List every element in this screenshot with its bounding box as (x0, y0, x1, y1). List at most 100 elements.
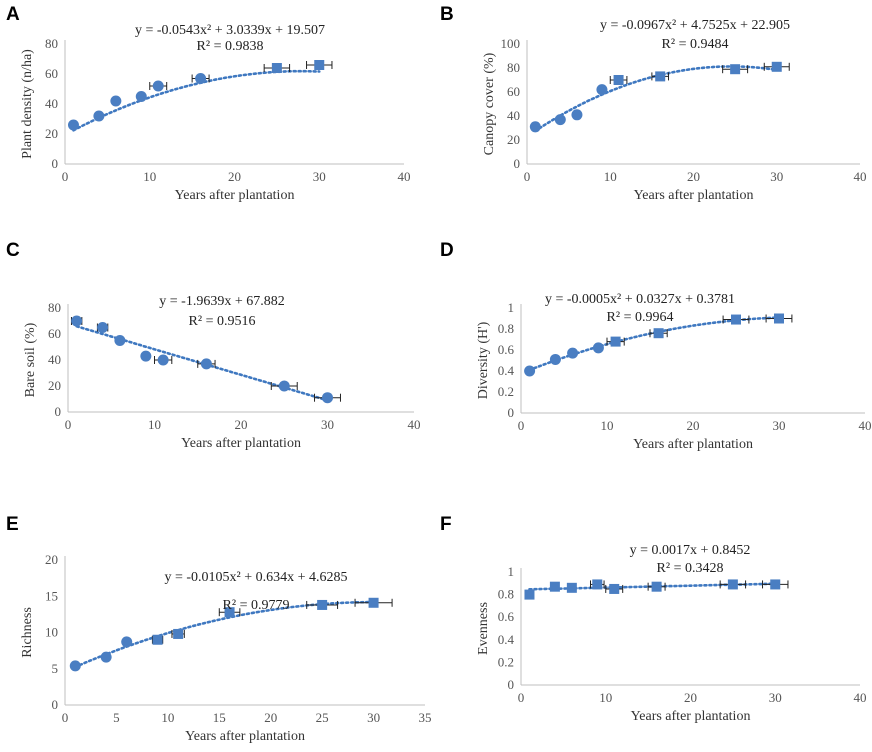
x-tick-label: 30 (769, 690, 782, 705)
x-tick-label: 5 (113, 710, 120, 725)
data-point (774, 313, 784, 324)
data-point (592, 342, 604, 354)
data-point (121, 636, 133, 648)
x-axis-title: Years after plantation (185, 729, 305, 744)
data-point (195, 73, 207, 84)
r-squared-label: R² = 0.9484 (662, 37, 729, 52)
data-point (651, 581, 662, 592)
y-tick-label: 20 (48, 378, 61, 393)
x-tick-label: 20 (264, 710, 277, 725)
data-point (524, 589, 535, 600)
data-point (613, 75, 624, 85)
x-tick-label: 10 (601, 418, 614, 433)
x-tick-label: 0 (65, 417, 72, 432)
panel-letter: B (440, 4, 454, 25)
chart-panel-d: D 0 10 20 30 40 0 0.2 0.4 0.6 0.8 1 Years after plan… (440, 240, 872, 452)
r-squared-label: R² = 0.9838 (197, 39, 264, 54)
y-tick-label: 0.8 (498, 321, 514, 336)
x-tick-label: 20 (228, 169, 241, 184)
x-axis-title: Years after plantation (175, 188, 295, 203)
x-tick-label: 10 (604, 169, 617, 184)
data-point (224, 607, 235, 618)
x-axis-title: Years after plantation (631, 709, 751, 724)
r-squared-label: R² = 0.9964 (607, 310, 674, 325)
regression-equation: y = 0.0017x + 0.8452 (630, 543, 751, 558)
data-point (278, 380, 290, 392)
data-point (609, 583, 620, 594)
y-axis-title: Bare soil (%) (23, 322, 38, 397)
y-tick-label: 40 (507, 108, 520, 123)
y-tick-label: 0 (514, 156, 521, 171)
y-tick-label: 60 (48, 326, 61, 341)
y-tick-label: 0.2 (498, 384, 514, 399)
regression-equation: y = -1.9639x + 67.882 (159, 294, 284, 309)
x-tick-label: 0 (62, 169, 69, 184)
trendline (528, 316, 781, 372)
y-tick-label: 0 (52, 697, 59, 712)
data-point (653, 328, 664, 339)
data-point (549, 353, 561, 365)
data-point (152, 634, 163, 645)
data-point (567, 347, 579, 359)
y-tick-label: 0 (52, 156, 59, 171)
y-tick-label: 0 (55, 404, 62, 419)
y-tick-label: 80 (48, 300, 61, 315)
data-point (67, 119, 79, 131)
y-tick-label: 0.4 (498, 632, 515, 647)
data-point (140, 350, 152, 362)
data-point (322, 392, 333, 404)
y-tick-label: 20 (45, 126, 58, 141)
regression-equation: y = -0.0105x² + 0.634x + 4.6285 (164, 570, 347, 585)
data-point (566, 582, 577, 593)
data-point (731, 314, 741, 325)
y-tick-label: 20 (507, 132, 520, 147)
y-tick-label: 40 (45, 96, 58, 111)
y-tick-label: 0.6 (498, 342, 515, 357)
x-tick-label: 40 (408, 417, 421, 432)
x-tick-label: 25 (316, 710, 329, 725)
y-tick-label: 80 (507, 60, 520, 75)
x-tick-label: 30 (773, 418, 786, 433)
data-point (69, 660, 81, 672)
x-tick-label: 40 (859, 418, 872, 433)
r-squared-label: R² = 0.9516 (189, 314, 256, 329)
data-point (173, 628, 184, 639)
x-tick-label: 20 (687, 418, 700, 433)
y-tick-label: 20 (45, 552, 58, 567)
data-point (727, 579, 738, 590)
y-tick-label: 1 (508, 300, 515, 315)
x-tick-label: 10 (148, 417, 161, 432)
x-tick-label: 0 (518, 418, 525, 433)
y-tick-label: 10 (45, 625, 58, 640)
data-point (596, 84, 608, 96)
data-point (271, 63, 282, 73)
data-point (524, 365, 536, 377)
regression-equation: y = -0.0005x² + 0.0327x + 0.3781 (545, 292, 735, 307)
chart-panel-c: C 0 10 20 30 40 0 20 40 60 80 Years after plantatio… (6, 240, 421, 451)
y-axis-title: Diversity (H') (476, 321, 491, 399)
data-point (200, 358, 212, 370)
data-point (554, 114, 566, 126)
y-tick-label: 60 (507, 84, 520, 99)
chart-panel-b: B 0 10 20 30 40 0 20 40 60 80 100 Years after planta… (440, 4, 867, 203)
data-point (529, 121, 541, 133)
data-point (549, 581, 560, 592)
data-point (71, 315, 83, 327)
data-point (571, 109, 583, 121)
y-tick-label: 15 (45, 588, 58, 603)
y-tick-label: 40 (48, 352, 61, 367)
data-point (770, 579, 781, 590)
x-axis-title: Years after plantation (181, 436, 301, 451)
x-tick-label: 0 (62, 710, 69, 725)
x-tick-label: 20 (235, 417, 248, 432)
y-tick-label: 0.4 (498, 363, 515, 378)
data-point (314, 60, 325, 70)
x-tick-label: 30 (770, 169, 783, 184)
panel-letter: A (6, 4, 20, 25)
data-point (368, 597, 379, 608)
x-tick-label: 10 (161, 710, 174, 725)
y-tick-label: 100 (501, 36, 521, 51)
panel-letter: F (440, 514, 452, 535)
y-tick-label: 0 (508, 405, 515, 420)
